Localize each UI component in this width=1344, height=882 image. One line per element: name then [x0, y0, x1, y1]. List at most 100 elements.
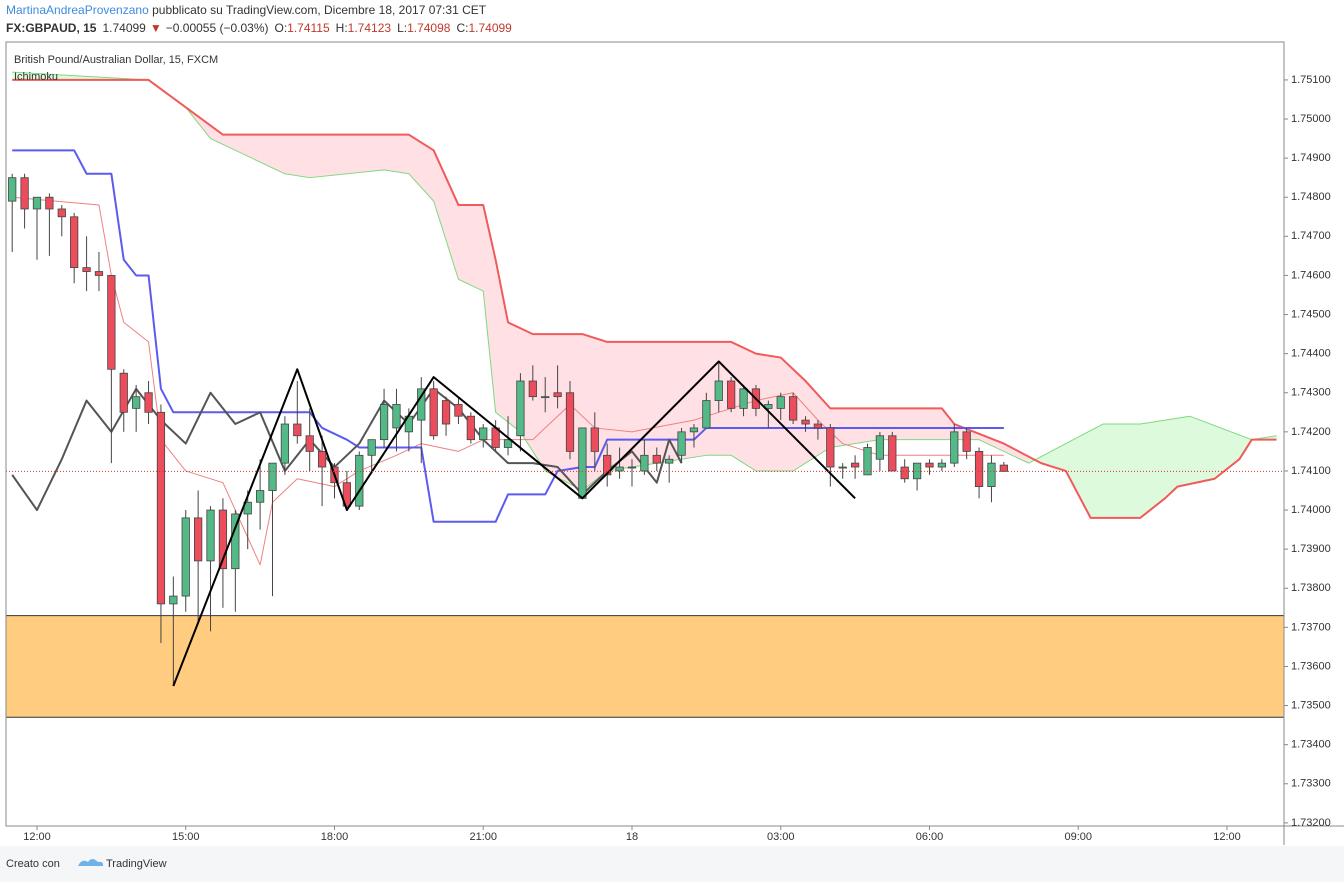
last: 1.74099: [102, 21, 146, 35]
x-tick-label: 03:00: [767, 831, 795, 843]
cloud: [1016, 450, 1029, 464]
span-a: [12, 71, 1277, 492]
cloud: [1226, 430, 1240, 469]
cloud: [607, 341, 620, 471]
candle-body: [850, 462, 860, 468]
candle-body: [813, 423, 823, 429]
candle-body: [987, 462, 996, 487]
cloud: [260, 134, 273, 168]
ohlc: O:1.74115 H:1.74123 L:1.74098 C:1.74099: [275, 21, 513, 35]
cloud: [284, 134, 298, 176]
cloud: [855, 408, 868, 444]
candle-body: [32, 196, 42, 210]
y-tick-label: 1.75000: [1291, 113, 1331, 125]
candle-body: [665, 458, 674, 464]
cloud: [656, 341, 670, 464]
x-tick-label: 21:00: [469, 831, 497, 843]
cloud: [917, 408, 930, 440]
candle-body: [156, 411, 166, 605]
cloud: [247, 134, 261, 163]
candle-body: [57, 208, 66, 218]
candle-body: [714, 380, 723, 401]
change: −0.00055 (−0.03%): [166, 21, 269, 35]
candle-body: [45, 196, 54, 210]
footer: [0, 846, 1344, 882]
candle-body: [441, 400, 451, 425]
cloud: [731, 341, 744, 464]
cloud: [1189, 416, 1203, 484]
candle-body: [305, 435, 314, 452]
y-tick-label: 1.74500: [1291, 308, 1331, 320]
y-tick-label: 1.74400: [1291, 348, 1331, 360]
cloud: [322, 134, 335, 177]
cloud: [1041, 450, 1054, 468]
x-tick-label: 18:00: [321, 831, 349, 843]
cloud: [991, 438, 1004, 452]
y-tick-label: 1.74700: [1291, 230, 1331, 242]
candle-body: [900, 466, 909, 480]
y-tick-label: 1.74000: [1291, 504, 1331, 516]
candle-body: [231, 513, 240, 570]
cloud: [532, 334, 546, 471]
candle-body: [801, 419, 810, 425]
cloud: [297, 134, 310, 178]
candle-body: [838, 466, 847, 469]
ohlc-value: 1.74098: [407, 21, 451, 35]
cloud: [631, 341, 645, 468]
y-tick-label: 1.73200: [1291, 817, 1331, 829]
candle-body: [875, 435, 885, 460]
candle-body: [280, 423, 290, 464]
y-tick-label: 1.74900: [1291, 152, 1331, 164]
candle-body: [169, 595, 178, 605]
candle-body: [392, 404, 401, 429]
y-tick-label: 1.74600: [1291, 269, 1331, 281]
candle-body: [925, 462, 934, 468]
brand[interactable]: TradingView: [106, 858, 167, 870]
zone: [6, 615, 1284, 718]
cloud: [446, 177, 459, 280]
cloud: [36, 73, 50, 80]
cloud: [1078, 430, 1091, 518]
candle-body: [739, 388, 748, 409]
cloud: [272, 134, 285, 174]
candle-body: [317, 451, 327, 468]
cloud: [408, 134, 422, 188]
cloud: [12, 72, 25, 80]
candle-body: [107, 275, 116, 370]
candle-body: [342, 482, 352, 507]
author[interactable]: MartinaAndreaProvenzano: [6, 3, 149, 17]
cloud: [1214, 425, 1227, 479]
cloud: [458, 205, 471, 286]
cloud: [235, 134, 248, 157]
candle-body: [702, 400, 711, 429]
x-tick-label: 15:00: [172, 831, 200, 843]
candle-body: [789, 396, 798, 421]
candle-body: [541, 396, 550, 399]
header-line: MartinaAndreaProvenzano pubblicato su Tr…: [6, 3, 487, 17]
candle-body: [94, 271, 104, 276]
cloud: [743, 347, 756, 471]
cloud: [359, 134, 372, 173]
x-tick-label: 06:00: [916, 831, 944, 843]
y-tick-label: 1.74800: [1291, 191, 1331, 203]
ohlc-label: O:: [275, 21, 288, 35]
candle-body: [206, 509, 215, 562]
y-tick-label: 1.74200: [1291, 426, 1331, 438]
y-tick-label: 1.73800: [1291, 582, 1331, 594]
cloud: [74, 75, 87, 80]
candle-body: [454, 404, 463, 417]
candle-body: [962, 431, 971, 452]
y-tick-label: 1.73500: [1291, 699, 1331, 711]
candle-body: [144, 392, 153, 413]
cloud: [1065, 437, 1079, 495]
cloud: [669, 341, 682, 462]
ichimoku-line: [11, 387, 683, 512]
cloud: [805, 381, 818, 464]
candle-body: [367, 439, 376, 456]
ohlc-value: 1.74115: [287, 21, 330, 35]
candle-body: [516, 380, 525, 437]
candle-body: [218, 509, 228, 570]
candle-body: [119, 372, 128, 413]
